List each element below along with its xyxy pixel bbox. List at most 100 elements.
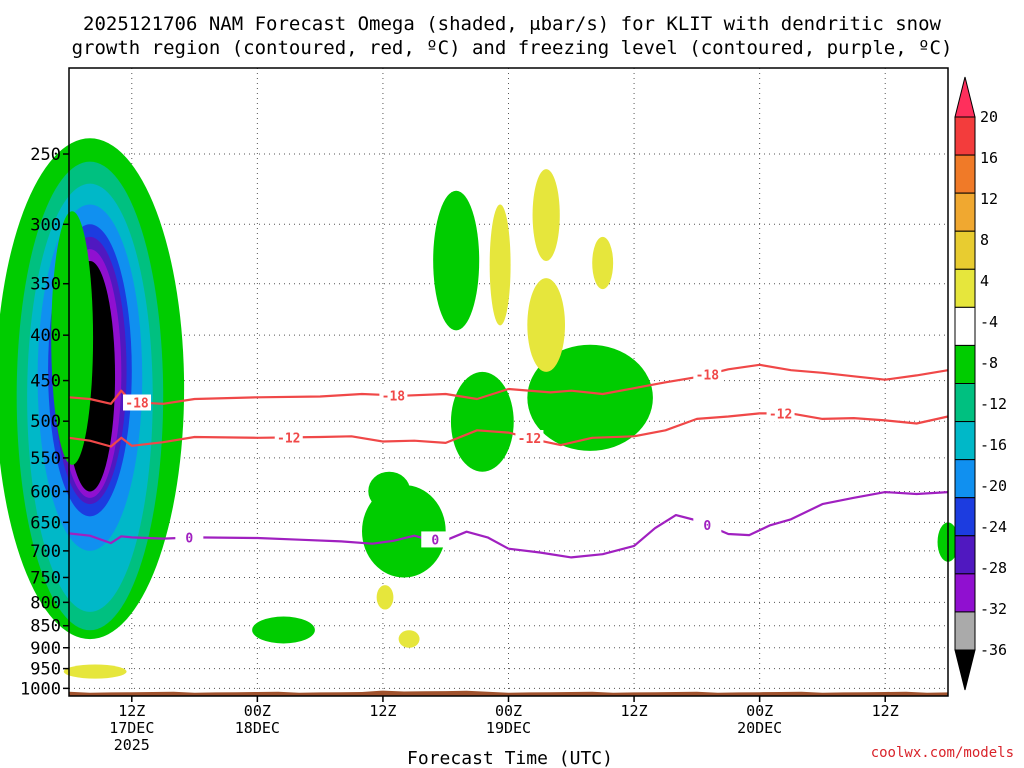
contour-label-bg: [766, 405, 795, 422]
colorbar-box: [954, 116, 976, 156]
colorbar-label: 8: [980, 231, 989, 249]
omega-shaded-region: [527, 278, 566, 372]
y-tick-label: 450: [30, 372, 61, 392]
omega-shaded-region: [376, 585, 394, 610]
y-tick-label: 400: [30, 326, 61, 346]
contour-label: -18: [125, 396, 149, 411]
contour-label: -12: [769, 407, 792, 422]
plot-background: [69, 68, 948, 696]
contour-label-bg: [175, 529, 204, 546]
colorbar-box: [954, 268, 976, 308]
contour-label: 0: [185, 532, 193, 547]
x-tick-label: 00Z: [746, 702, 773, 720]
x-tick-label: 17DEC: [109, 719, 154, 737]
colorbar-label: -16: [980, 436, 1007, 454]
omega-shaded-region: [532, 169, 560, 262]
x-tick-label: 2025: [114, 736, 150, 754]
contour-label-bg: [693, 366, 722, 383]
colorbar-box: [954, 344, 976, 384]
colorbar: 20 16 12 8 4 -4 -8 -12 -16 -20 -24 -28 -32 -36: [954, 76, 1007, 691]
omega-shaded-region: [63, 664, 127, 679]
colorbar-box: [954, 230, 976, 270]
omega-shaded-region: [433, 190, 480, 331]
colorbar-label: -24: [980, 518, 1007, 536]
omega-shaded-region: [51, 211, 94, 465]
colorbar-box: [954, 497, 976, 537]
colorbar-box: [954, 154, 976, 194]
y-tick-label: 800: [30, 593, 61, 613]
colorbar-label: -20: [980, 477, 1007, 495]
contour-label-bg: [693, 517, 722, 534]
y-axis: 2503003504004505005506006507007508008509…: [20, 145, 69, 699]
contour-label-bg: [379, 387, 408, 404]
colorbar-label: -4: [980, 313, 998, 331]
colorbar-label: -36: [980, 641, 1007, 659]
x-tick-label: 18DEC: [235, 719, 280, 737]
contour-label: 0: [703, 519, 711, 534]
x-tick-label: 00Z: [244, 702, 271, 720]
terrain-ground: [69, 690, 948, 696]
contour-label-bg: [123, 394, 152, 411]
chart-title-line2: growth region (contoured, red, ºC) and f…: [72, 37, 953, 59]
omega-shaded-region: [489, 204, 511, 326]
colorbar-label: -12: [980, 395, 1007, 413]
y-tick-label: 850: [30, 617, 61, 637]
y-tick-label: 1000: [20, 679, 61, 699]
colorbar-box: [954, 192, 976, 232]
x-tick-label: 20DEC: [737, 719, 782, 737]
y-tick-label: 350: [30, 275, 61, 295]
colorbar-label: 12: [980, 190, 998, 208]
x-tick-label: 00Z: [495, 702, 522, 720]
colorbar-box: [954, 573, 976, 613]
contour-label: 0: [431, 533, 439, 548]
y-tick-label: 950: [30, 660, 61, 680]
y-tick-label: 700: [30, 542, 61, 562]
colorbar-top-arrow: [954, 76, 976, 118]
y-tick-label: 500: [30, 412, 61, 432]
colorbar-label: 16: [980, 149, 998, 167]
contour-label-bg: [274, 429, 303, 446]
y-tick-label: 300: [30, 215, 61, 235]
x-tick-label: 12Z: [118, 702, 145, 720]
y-tick-label: 750: [30, 568, 61, 588]
y-tick-label: 900: [30, 639, 61, 659]
omega-shaded-region: [592, 236, 614, 290]
contour-label: -18: [696, 369, 720, 384]
colorbar-box: [954, 611, 976, 651]
chart-title-line1: 2025121706 NAM Forecast Omega (shaded, μ…: [83, 13, 941, 35]
x-axis-title: Forecast Time (UTC): [407, 748, 613, 768]
contour-label: -12: [277, 431, 300, 446]
credit-text: coolwx.com/models: [871, 745, 1014, 761]
x-tick-label: 19DEC: [486, 719, 531, 737]
colorbar-box: [954, 535, 976, 575]
colorbar-label: -32: [980, 600, 1007, 618]
y-tick-label: 600: [30, 482, 61, 502]
colorbar-box: [954, 306, 976, 346]
contour-lines: -18 -18 -18 -12 -12 -12 0 0 0: [68, 363, 949, 559]
colorbar-box: [954, 421, 976, 461]
omega-shaded-region: [527, 344, 653, 451]
x-tick-label: 12Z: [621, 702, 648, 720]
omega-shaded-region: [398, 630, 420, 648]
omega-shaded-region: [450, 371, 514, 472]
x-tick-label: 12Z: [369, 702, 396, 720]
colorbar-label: -28: [980, 559, 1007, 577]
colorbar-box: [954, 383, 976, 423]
contour-label-bg: [421, 531, 450, 548]
colorbar-box: [954, 459, 976, 499]
colorbar-bottom-arrow: [954, 649, 976, 691]
omega-shaded-region: [368, 471, 411, 511]
omega-shaded-region: [252, 616, 315, 644]
contour-label: -12: [518, 432, 541, 447]
colorbar-label: 4: [980, 272, 989, 290]
x-tick-label: 12Z: [872, 702, 899, 720]
contour-label: -18: [382, 389, 406, 404]
y-tick-label: 650: [30, 513, 61, 533]
y-tick-label: 550: [30, 449, 61, 469]
y-tick-label: 250: [30, 145, 61, 165]
colorbar-label: -8: [980, 354, 998, 372]
contour-dgz_minus12: [68, 412, 949, 448]
omega-shading: [0, 138, 959, 679]
